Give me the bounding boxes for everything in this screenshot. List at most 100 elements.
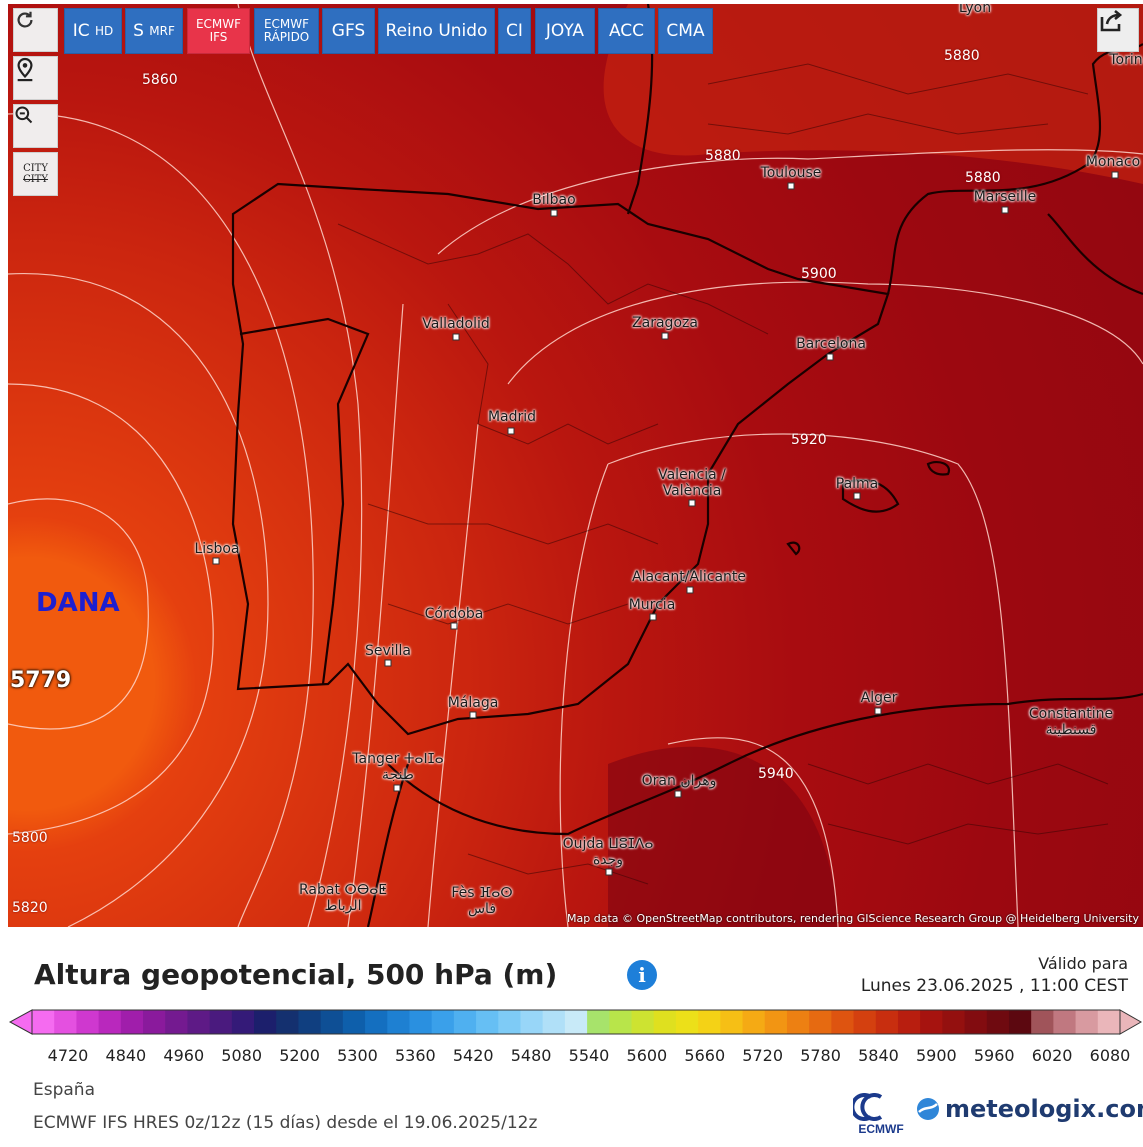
location-button[interactable] [13, 56, 58, 100]
meteologix-logo: meteologix.com [915, 1095, 1143, 1123]
model-button-ecmwf-ifs[interactable]: ECMWF IFS [187, 8, 250, 54]
city-label: Fès ⴼⴰⵙ فاس [451, 885, 513, 917]
city-label: Alger [860, 690, 898, 706]
map-canvas[interactable]: 5860 5880 5880 5880 5900 5920 5940 5800 … [8, 4, 1143, 927]
city-label: Toulouse [760, 165, 822, 181]
ecmwf-logo: ECMWF [850, 1093, 909, 1137]
isoline-label: 5940 [758, 766, 794, 782]
city-label: Lisboa [194, 541, 240, 557]
city-marker [853, 492, 861, 500]
low-pressure-label: DANA [36, 588, 120, 618]
color-scale-step [453, 1010, 477, 1034]
city-label: Palma [835, 476, 879, 492]
isoline-label: 5820 [12, 900, 48, 916]
valid-date: Lunes 23.06.2025 , 11:00 CEST [860, 976, 1128, 996]
city-label: Bilbao [532, 192, 576, 208]
city-marker [686, 586, 694, 594]
model-button-ci[interactable]: CI [498, 8, 531, 54]
isoline-label: 5880 [944, 48, 980, 64]
color-scale-step [986, 1010, 1010, 1034]
color-scale-tick: 5720 [742, 1046, 784, 1065]
city-marker [393, 784, 401, 792]
color-scale-step [1053, 1010, 1077, 1034]
city-label: Valencia / València [658, 467, 726, 499]
city-marker [674, 790, 682, 798]
city-label: Madrid [487, 409, 537, 425]
city-marker [874, 707, 882, 715]
model-button-ecmwf-rapido[interactable]: ECMWF RÁPIDO [254, 8, 319, 54]
isoline-label: 5800 [12, 830, 48, 846]
color-scale-step [276, 1010, 300, 1034]
city-label: Oujda ⵡⵓⵊⴷⴰ وجدة [562, 836, 654, 868]
color-scale-tick: 5300 [337, 1046, 378, 1065]
color-scale-step [54, 1010, 77, 1034]
color-scale-bar [8, 1009, 1143, 1035]
info-icon[interactable]: i [627, 960, 657, 990]
color-scale-tick: 5360 [394, 1046, 436, 1065]
refresh-button[interactable] [13, 8, 58, 52]
color-scale-step [498, 1010, 522, 1034]
color-scale-min-arrow [8, 1009, 33, 1035]
model-button-acc[interactable]: ACC [598, 8, 655, 54]
color-scale-step [609, 1010, 633, 1034]
city-label: Murcia [628, 597, 676, 613]
color-scale-step [875, 1010, 899, 1034]
color-scale-step [209, 1010, 233, 1034]
color-scale-step [342, 1010, 366, 1034]
geopotential-field [8, 4, 1143, 927]
color-scale-step [98, 1010, 122, 1034]
model-button-gfs[interactable]: GFS [322, 8, 375, 54]
color-scale-tick: 5540 [568, 1046, 610, 1065]
color-scale-step [964, 1010, 988, 1034]
city-label: Marseille [973, 189, 1037, 205]
model-button-reino-unido[interactable]: Reino Unido [378, 8, 495, 54]
color-scale-step [542, 1010, 566, 1034]
city-label: Monaco [1085, 154, 1141, 170]
zoom-button[interactable] [13, 104, 58, 148]
color-scale-step [720, 1010, 744, 1034]
isoline-label: 5880 [705, 148, 741, 164]
color-scale-step [187, 1010, 211, 1034]
color-scale-step [1097, 1010, 1121, 1034]
model-button-cma[interactable]: CMA [658, 8, 713, 54]
color-scale-max-arrow [1119, 1009, 1143, 1035]
map-title: Altura geopotencial, 500 hPa (m) [34, 958, 558, 991]
city-marker [507, 427, 515, 435]
color-scale-step [942, 1010, 966, 1034]
model-button-joya[interactable]: JOYA [535, 8, 595, 54]
model-run-info: ECMWF IFS HRES 0z/12z (15 días) desde el… [33, 1113, 538, 1133]
color-scale-step [120, 1010, 144, 1034]
city-marker [787, 182, 795, 190]
color-scale-tick: 6020 [1031, 1046, 1073, 1065]
color-scale-step [409, 1010, 433, 1034]
color-scale-step [520, 1010, 544, 1034]
color-scale-step [897, 1010, 921, 1034]
globe-icon [917, 1098, 939, 1120]
city-label: Córdoba [424, 606, 484, 622]
city-label: Valladolid [422, 316, 490, 332]
color-scale-tick: 5080 [221, 1046, 263, 1065]
model-button-s-mrf[interactable]: S MRF [125, 8, 183, 54]
city-marker [450, 622, 458, 630]
color-scale-step [1075, 1010, 1099, 1034]
color-scale-step [476, 1010, 499, 1034]
isoline-label: 5920 [791, 432, 827, 448]
isoline-label: 5900 [801, 266, 837, 282]
color-scale-tick: 5840 [858, 1046, 899, 1065]
color-scale-tick: 6080 [1089, 1046, 1131, 1065]
color-scale-step [920, 1010, 943, 1034]
city-label: Sevilla [364, 643, 412, 659]
city-toggle-button[interactable]: CITY CITY [13, 152, 58, 196]
color-scale-step [254, 1010, 277, 1034]
color-scale-tick: 5200 [279, 1046, 320, 1065]
low-center-value: 5779 [10, 668, 72, 693]
model-button-ic-hd[interactable]: IC HD [64, 8, 122, 54]
city-label: Zaragoza [632, 315, 698, 331]
color-scale-step [431, 1010, 455, 1034]
color-scale-step [764, 1010, 788, 1034]
isoline-label: 5880 [965, 170, 1001, 186]
share-button[interactable] [1097, 8, 1139, 52]
color-scale-step [320, 1010, 344, 1034]
color-scale-step [365, 1010, 388, 1034]
location-pin-icon [17, 57, 33, 82]
